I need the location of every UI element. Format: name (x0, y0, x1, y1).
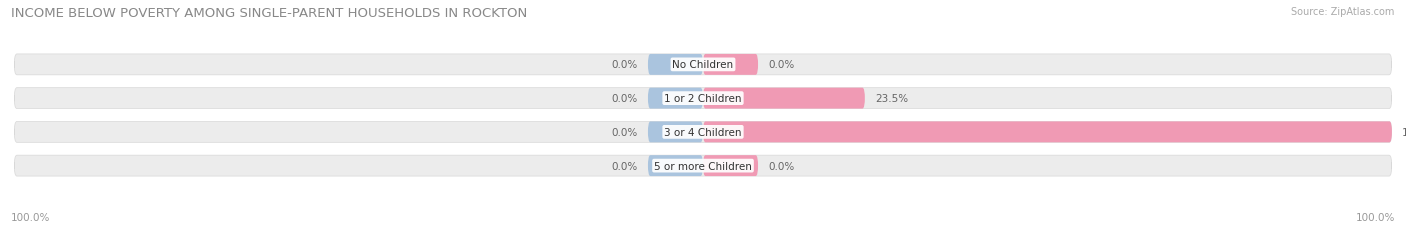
Text: 100.0%: 100.0% (1402, 127, 1406, 137)
Text: 0.0%: 0.0% (769, 161, 794, 171)
Text: 5 or more Children: 5 or more Children (654, 161, 752, 171)
FancyBboxPatch shape (14, 88, 1392, 109)
Text: 0.0%: 0.0% (769, 60, 794, 70)
Text: INCOME BELOW POVERTY AMONG SINGLE-PARENT HOUSEHOLDS IN ROCKTON: INCOME BELOW POVERTY AMONG SINGLE-PARENT… (11, 7, 527, 20)
Text: 0.0%: 0.0% (612, 60, 637, 70)
Text: 0.0%: 0.0% (612, 94, 637, 104)
FancyBboxPatch shape (14, 55, 1392, 76)
Text: 100.0%: 100.0% (11, 212, 51, 222)
Text: Source: ZipAtlas.com: Source: ZipAtlas.com (1291, 7, 1395, 17)
Text: 3 or 4 Children: 3 or 4 Children (664, 127, 742, 137)
FancyBboxPatch shape (14, 155, 1392, 176)
Text: 100.0%: 100.0% (1355, 212, 1395, 222)
FancyBboxPatch shape (703, 122, 1392, 143)
Text: No Children: No Children (672, 60, 734, 70)
FancyBboxPatch shape (648, 88, 703, 109)
Text: 0.0%: 0.0% (612, 127, 637, 137)
FancyBboxPatch shape (703, 155, 758, 176)
Text: 23.5%: 23.5% (875, 94, 908, 104)
Text: 0.0%: 0.0% (612, 161, 637, 171)
Text: 1 or 2 Children: 1 or 2 Children (664, 94, 742, 104)
FancyBboxPatch shape (14, 122, 1392, 143)
FancyBboxPatch shape (703, 55, 758, 76)
FancyBboxPatch shape (648, 155, 703, 176)
FancyBboxPatch shape (703, 88, 865, 109)
FancyBboxPatch shape (648, 122, 703, 143)
FancyBboxPatch shape (648, 55, 703, 76)
